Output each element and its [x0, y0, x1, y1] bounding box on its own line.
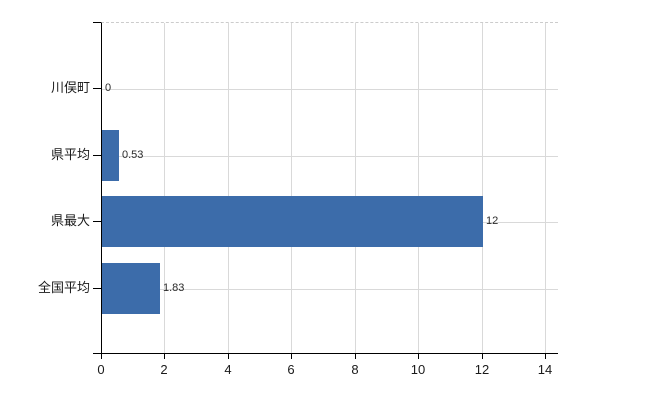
y-axis-end-tick — [93, 353, 101, 354]
x-tick-label: 4 — [224, 362, 232, 377]
x-gridline — [228, 23, 229, 353]
bar — [102, 263, 160, 314]
x-gridline — [482, 23, 483, 353]
x-tick — [418, 354, 419, 359]
x-gridline — [164, 23, 165, 353]
x-tick — [164, 354, 165, 359]
y-gridline — [102, 156, 558, 157]
x-tick — [228, 354, 229, 359]
x-tick-label: 12 — [474, 362, 490, 377]
x-tick-label: 14 — [537, 362, 553, 377]
y-tick — [93, 288, 101, 289]
category-label: 川俣町 — [50, 80, 90, 95]
y-axis-end-tick — [93, 22, 101, 23]
x-tick-label: 8 — [351, 362, 359, 377]
x-gridline — [545, 23, 546, 353]
x-tick — [101, 354, 102, 359]
bar-value-label: 0 — [105, 82, 112, 94]
bar — [102, 130, 119, 181]
x-tick-label: 10 — [410, 362, 426, 377]
y-tick — [93, 88, 101, 89]
category-label: 県最大 — [50, 213, 90, 228]
bar-value-label: 12 — [486, 215, 499, 227]
x-tick-label: 0 — [97, 362, 105, 377]
x-tick-label: 2 — [160, 362, 168, 377]
bar — [102, 196, 483, 247]
category-label: 県平均 — [50, 147, 90, 162]
bar-value-label: 0.53 — [122, 149, 144, 161]
y-gridline — [102, 89, 558, 90]
y-tick — [93, 221, 101, 222]
x-tick — [482, 354, 483, 359]
x-gridline — [291, 23, 292, 353]
y-tick — [93, 155, 101, 156]
x-tick — [545, 354, 546, 359]
y-gridline — [102, 289, 558, 290]
x-gridline — [418, 23, 419, 353]
x-tick — [355, 354, 356, 359]
x-tick — [291, 354, 292, 359]
x-tick-label: 6 — [287, 362, 295, 377]
category-label: 全国平均 — [37, 280, 90, 295]
plot-area — [101, 22, 558, 354]
bar-value-label: 1.83 — [163, 282, 185, 294]
x-gridline — [355, 23, 356, 353]
